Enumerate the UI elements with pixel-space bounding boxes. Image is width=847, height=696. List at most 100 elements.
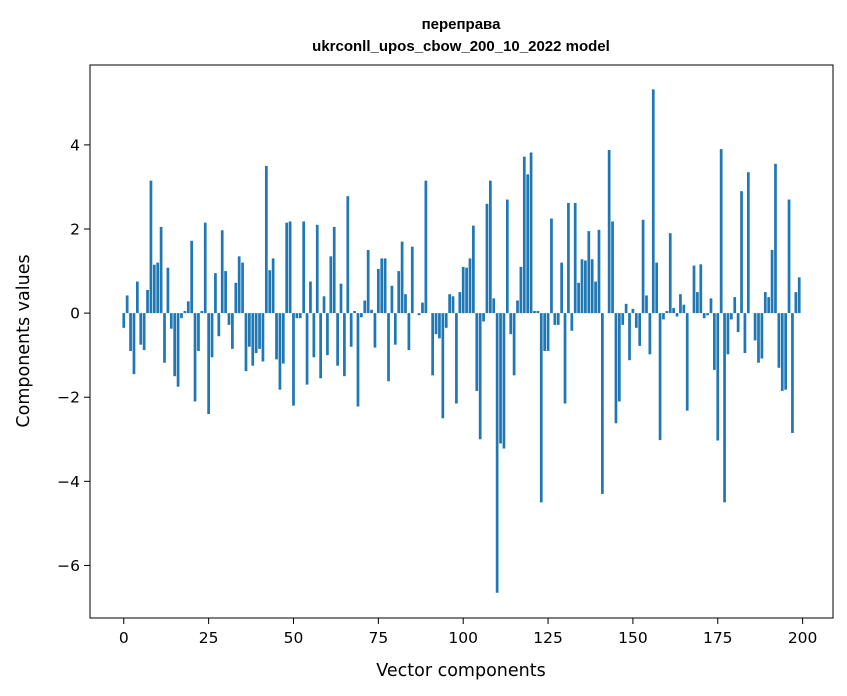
bar-component-13 <box>166 267 170 314</box>
bar-component-27 <box>214 273 217 314</box>
bar-component-32 <box>231 313 234 349</box>
bar-component-41 <box>261 313 265 362</box>
bar-component-43 <box>268 270 272 314</box>
bar-component-179 <box>729 313 733 320</box>
y-axis-label: Components values <box>14 254 34 427</box>
bar-component-60 <box>326 313 329 356</box>
bar-component-84 <box>407 313 411 351</box>
x-tick-label: 100 <box>448 629 478 647</box>
bar-component-37 <box>248 313 251 347</box>
bar-component-62 <box>332 226 336 314</box>
bar-component-127 <box>553 313 557 325</box>
x-tick-label: 125 <box>533 629 563 647</box>
bar-component-121 <box>533 311 536 314</box>
bar-component-104 <box>475 313 479 391</box>
bar-component-175 <box>716 313 720 441</box>
bar-component-7 <box>146 289 149 314</box>
bar-component-31 <box>227 313 231 325</box>
bar-component-151 <box>634 313 638 328</box>
bar-component-140 <box>597 229 601 314</box>
bar-component-129 <box>560 262 563 314</box>
bar-component-75 <box>376 268 380 314</box>
y-tick-label: 4 <box>70 136 80 154</box>
bar-component-144 <box>611 221 614 314</box>
bar-component-65 <box>343 313 346 377</box>
bar-component-22 <box>197 313 200 351</box>
bar-component-177 <box>723 313 726 503</box>
bar-component-74 <box>373 313 377 348</box>
y-tick-label: 2 <box>70 221 80 239</box>
bar-component-3 <box>132 313 136 375</box>
bar-component-170 <box>699 264 703 314</box>
bar-component-183 <box>743 313 747 354</box>
bar-component-126 <box>550 218 553 314</box>
bar-component-82 <box>400 241 404 314</box>
bar-component-192 <box>774 163 777 314</box>
bar-component-6 <box>142 313 146 351</box>
y-axis-ticks: −6 −4 −2 0 2 4 <box>57 136 90 575</box>
bar-component-125 <box>546 313 550 351</box>
bar-component-154 <box>645 295 648 314</box>
bar-component-169 <box>696 292 699 314</box>
bar-component-44 <box>271 258 275 314</box>
bar-component-71 <box>363 300 367 314</box>
bar-component-165 <box>682 304 686 314</box>
bar-component-81 <box>397 271 401 314</box>
bar-component-171 <box>702 313 706 319</box>
bar-component-117 <box>519 266 523 314</box>
bar-component-134 <box>577 282 580 314</box>
bar-component-91 <box>431 313 435 376</box>
x-axis-ticks: 0 25 50 75 100 125 150 175 200 <box>119 618 818 647</box>
bar-component-39 <box>254 313 258 354</box>
bar-component-48 <box>285 222 289 314</box>
bar-component-174 <box>713 313 716 370</box>
bar-component-87 <box>417 313 421 316</box>
bar-component-166 <box>685 313 689 411</box>
bar-component-69 <box>356 313 360 407</box>
bar-component-184 <box>746 172 750 314</box>
bar-component-157 <box>655 262 659 314</box>
bar-component-148 <box>624 303 628 314</box>
bar-component-9 <box>152 264 156 314</box>
bar-component-130 <box>563 313 567 404</box>
bar-component-88 <box>421 302 424 314</box>
bar-component-193 <box>777 313 781 368</box>
bar-component-103 <box>472 225 475 314</box>
bar-component-124 <box>543 313 547 351</box>
x-tick-label: 200 <box>788 629 818 647</box>
bar-component-95 <box>444 313 448 328</box>
bar-component-93 <box>438 313 441 339</box>
bar-component-8 <box>149 180 153 314</box>
bar-component-149 <box>628 313 631 361</box>
bar-component-194 <box>780 313 784 391</box>
x-tick-label: 50 <box>284 629 304 647</box>
bar-component-109 <box>492 298 496 314</box>
bar-component-94 <box>441 313 445 419</box>
bar-component-18 <box>183 311 187 314</box>
bar-component-115 <box>512 313 516 376</box>
bar-component-25 <box>207 313 210 415</box>
bar-component-49 <box>288 221 292 314</box>
bar-component-191 <box>770 250 774 314</box>
bar-component-46 <box>278 313 282 390</box>
bar-component-181 <box>736 313 740 333</box>
bar-component-138 <box>590 259 594 314</box>
bar-component-163 <box>675 313 679 317</box>
bar-component-137 <box>587 231 591 314</box>
bar-component-176 <box>719 149 723 314</box>
bar-component-107 <box>485 203 489 314</box>
x-axis-label: Vector components <box>376 661 545 681</box>
bar-component-160 <box>665 311 669 314</box>
bar-component-26 <box>210 313 214 358</box>
bar-component-30 <box>224 271 227 314</box>
bar-component-147 <box>621 313 625 325</box>
bar-component-168 <box>692 265 696 314</box>
x-tick-label: 0 <box>119 629 129 647</box>
bar-component-67 <box>349 313 353 347</box>
bar-component-113 <box>505 199 509 314</box>
bar-component-56 <box>312 313 316 358</box>
bar-component-189 <box>763 292 767 314</box>
bar-component-195 <box>784 313 788 390</box>
bar-component-57 <box>315 224 319 314</box>
